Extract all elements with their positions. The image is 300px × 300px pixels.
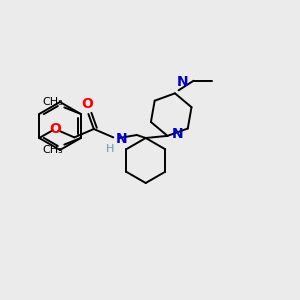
Text: N: N — [176, 75, 188, 89]
Text: O: O — [49, 122, 61, 136]
Text: H: H — [106, 144, 114, 154]
Text: N: N — [172, 128, 184, 141]
Text: CH₃: CH₃ — [42, 145, 63, 155]
Text: O: O — [81, 97, 93, 111]
Text: N: N — [116, 132, 127, 145]
Text: CH₃: CH₃ — [42, 97, 63, 107]
